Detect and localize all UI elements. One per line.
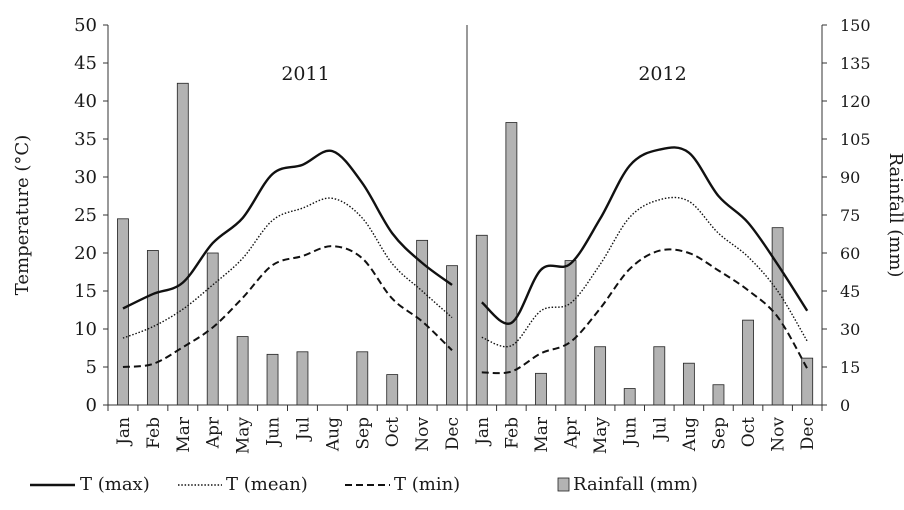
x-tick-label: Nov [769, 417, 789, 452]
y-left-tick-label: 0 [86, 395, 97, 416]
rainfall-bar [712, 384, 725, 406]
x-tick-label: Sep [709, 417, 729, 450]
x-tick-label: Jan [114, 417, 134, 447]
x-tick-label: Jun [621, 417, 641, 448]
y-left-axis-title: Temperature (°C) [12, 135, 33, 295]
rainfall-bar [206, 252, 219, 406]
y-left-tick-label: 45 [74, 53, 97, 74]
x-tick-label: Jul [650, 417, 670, 442]
rainfall-bar [236, 336, 249, 406]
y-left-tick-label: 15 [74, 281, 97, 302]
rainfall-bar [296, 351, 309, 406]
y-right-tick-label: 135 [840, 54, 871, 73]
series-line-tmean [481, 196, 808, 348]
rainfall-bar [386, 374, 399, 406]
rainfall-bar [117, 218, 129, 406]
x-tick-label: Mar [532, 416, 552, 453]
rainfall-bar [653, 346, 666, 406]
y-left-tick-label: 35 [74, 129, 97, 150]
rainfall-bar [801, 357, 814, 406]
y-left-tick-label: 10 [74, 319, 97, 340]
y-left-tick-label: 30 [74, 167, 97, 188]
x-tick-label: Nov [413, 417, 433, 452]
x-tick-label: Oct [739, 417, 759, 447]
y-left-tick-label: 50 [74, 15, 97, 36]
y-left-tick-label: 25 [74, 205, 97, 226]
panel-title: 2011 [281, 63, 329, 85]
rainfall-bar [594, 346, 607, 406]
x-tick-label: Aug [323, 417, 343, 452]
y-right-tick-label: 45 [840, 282, 860, 301]
rainfall-bar [682, 362, 695, 406]
y-right-tick-label: 120 [840, 92, 871, 111]
legend-label-tmax: T (max) [80, 474, 150, 495]
legend-label-tmin: T (min) [394, 474, 460, 495]
x-tick-label: Feb [144, 417, 164, 449]
legend-label-tmean: T (mean) [226, 474, 308, 495]
x-tick-label: Sep [353, 417, 373, 450]
x-tick-label: Jan [473, 417, 493, 447]
series-line-tmin [481, 248, 809, 375]
x-tick-label: Dec [443, 417, 463, 450]
y-right-tick-label: 30 [840, 320, 860, 339]
y-right-tick-label: 15 [840, 358, 860, 377]
x-tick-label: Mar [174, 416, 194, 453]
y-left-tick-label: 5 [86, 357, 97, 378]
y-right-tick-label: 60 [840, 244, 860, 263]
y-right-tick-label: 90 [840, 168, 860, 187]
x-tick-label: Apr [204, 416, 224, 449]
x-tick-label: Jun [264, 417, 284, 448]
rainfall-bar [266, 353, 279, 406]
rainfall-bar [356, 351, 369, 406]
rainfall-bar [505, 122, 518, 406]
rainfall-bar [564, 260, 577, 406]
series-line-tmax [480, 146, 809, 325]
x-tick-label: May [591, 417, 611, 455]
y-right-tick-label: 0 [840, 396, 850, 415]
x-tick-label: May [234, 417, 254, 455]
rainfall-bar [446, 265, 458, 406]
x-tick-label: Oct [383, 417, 403, 447]
y-right-tick-label: 75 [840, 206, 860, 225]
legend-swatch-rainfall [557, 477, 570, 492]
rainfall-bar [146, 250, 159, 406]
x-tick-label: Jul [293, 417, 313, 442]
x-tick-label: Apr [562, 416, 582, 449]
rainfall-bar [742, 319, 754, 406]
panel-title: 2012 [638, 63, 686, 85]
y-left-tick-label: 40 [74, 91, 97, 112]
rainfall-bar [535, 372, 547, 406]
x-tick-label: Dec [798, 417, 818, 450]
rainfall-bar [623, 388, 636, 406]
y-left-tick-label: 20 [74, 243, 97, 264]
rainfall-bar [475, 234, 488, 406]
series-line-tmin [122, 245, 453, 368]
rainfall-bar [176, 82, 189, 406]
series-line-tmean [122, 197, 453, 339]
y-right-axis-title: Rainfall (mm) [885, 153, 904, 278]
y-right-tick-label: 150 [840, 16, 871, 35]
x-tick-label: Feb [502, 417, 522, 449]
legend-label-rainfall: Rainfall (mm) [573, 474, 698, 495]
y-right-tick-label: 105 [840, 130, 871, 149]
x-tick-label: Aug [680, 417, 700, 452]
series-line-tmax [122, 149, 453, 310]
